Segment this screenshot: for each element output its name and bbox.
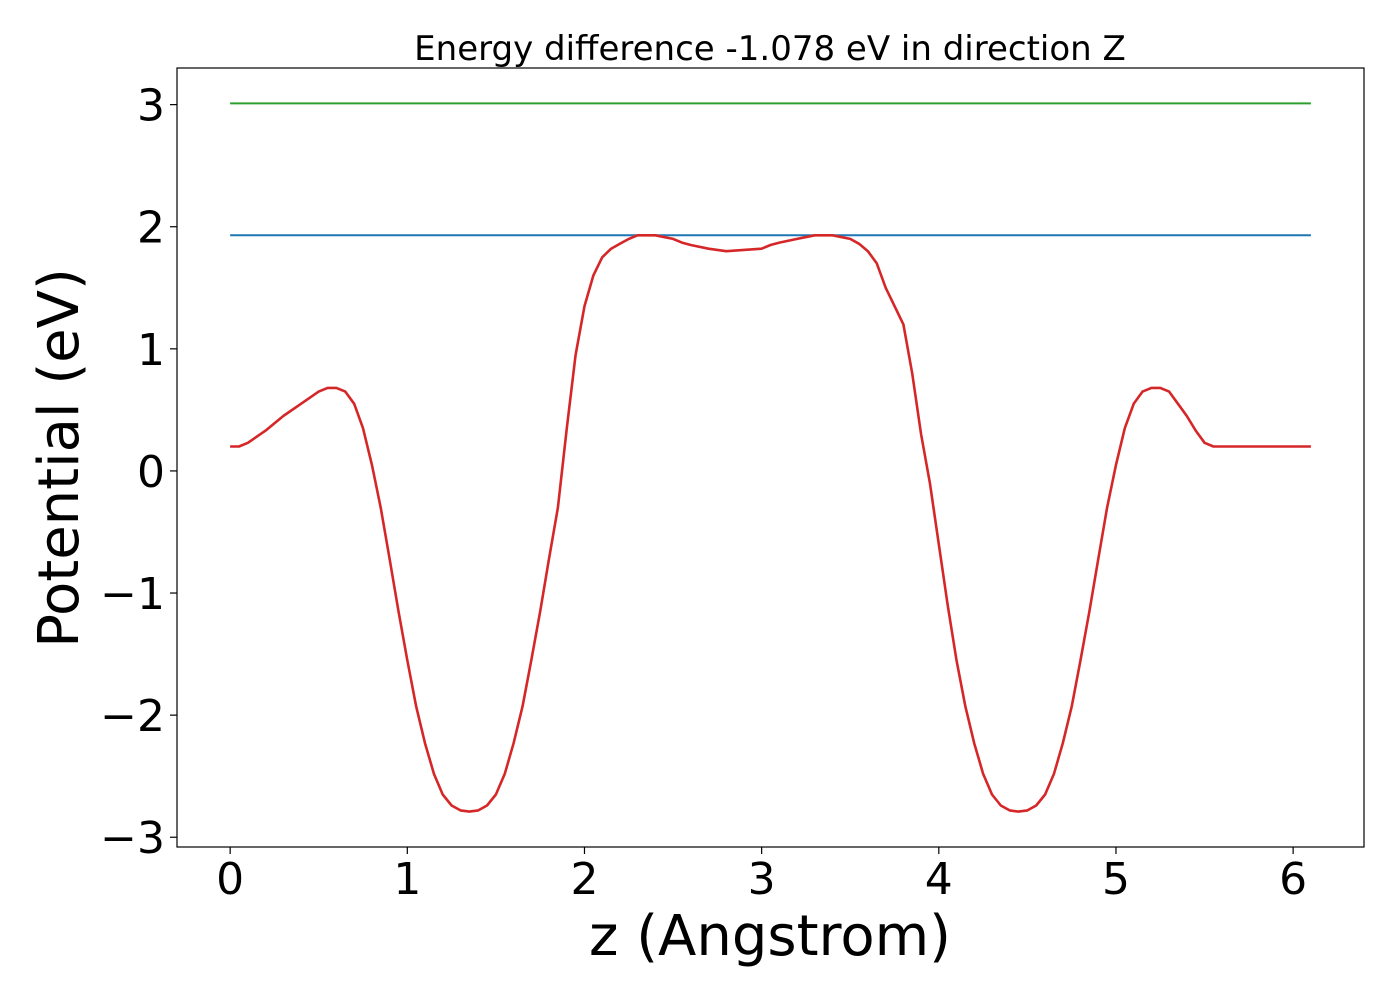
- plot-area: [176, 67, 1365, 848]
- y-tick-label: 1: [137, 325, 165, 376]
- y-axis-label: Potential (eV): [27, 268, 92, 648]
- x-axis-label: z (Angstrom): [589, 904, 951, 969]
- y-axis-ticks: −3 −2 −1 0 1 2 3: [100, 81, 177, 864]
- x-axis-ticks: 0 1 2 3 4 5 6: [216, 847, 1307, 905]
- x-tick-label: 1: [393, 854, 421, 905]
- y-tick-label: 3: [137, 81, 165, 132]
- chart-title: Energy difference -1.078 eV in direction…: [414, 29, 1126, 69]
- y-tick-label: −1: [100, 569, 165, 620]
- y-tick-label: 2: [137, 203, 165, 254]
- y-tick-label: −2: [100, 691, 165, 742]
- x-tick-label: 5: [1102, 854, 1130, 905]
- x-tick-label: 2: [570, 854, 598, 905]
- series-layer: [230, 102, 1311, 813]
- x-tick-label: 6: [1279, 854, 1307, 905]
- y-tick-label: −3: [100, 813, 165, 864]
- x-tick-label: 0: [216, 854, 244, 905]
- series-line-2: [230, 234, 1311, 813]
- x-tick-label: 4: [925, 854, 953, 905]
- y-tick-label: 0: [137, 447, 165, 498]
- x-tick-label: 3: [748, 854, 776, 905]
